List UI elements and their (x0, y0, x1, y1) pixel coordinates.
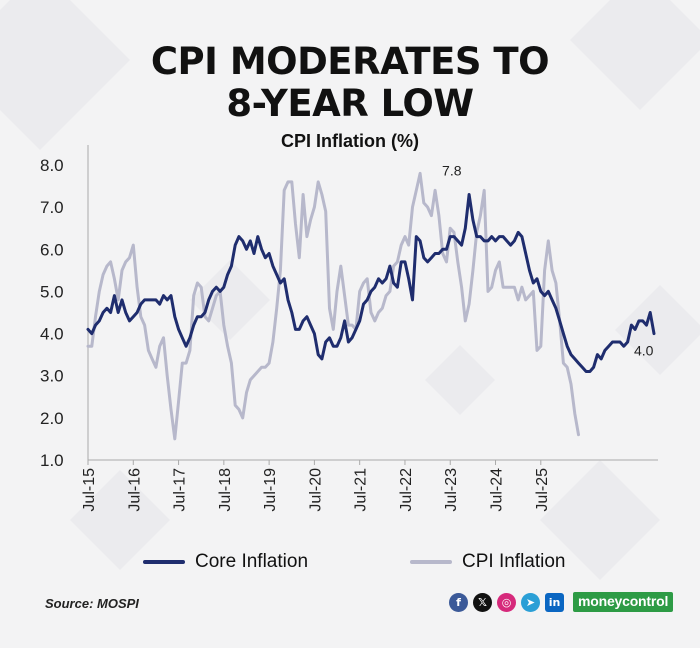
background-diamond (0, 0, 130, 150)
x-tick-label: Jul-15 (81, 468, 98, 512)
social-links: f 𝕏 ◎ ➤ in moneycontrol (449, 592, 674, 612)
chart-annotations: 7.8 4.0 1.6 (442, 0, 654, 359)
instagram-icon[interactable]: ◎ (497, 592, 516, 612)
x-tick-label: Jul-19 (262, 468, 279, 512)
background-diamond (70, 470, 170, 570)
x-tick-label: Jul-22 (398, 468, 415, 512)
page-title: CPI MODERATES TO (150, 40, 550, 83)
page-title-line2: 8-YEAR LOW (226, 82, 474, 125)
linkedin-icon[interactable]: in (545, 592, 564, 612)
x-tick-label: Jul-21 (353, 468, 370, 512)
legend-cpi-swatch (410, 560, 452, 564)
y-tick-label: 4.0 (40, 325, 64, 344)
chart-series (86, 171, 656, 441)
telegram-icon[interactable]: ➤ (521, 592, 540, 612)
annotation-cpi-last: 1.6 (602, 0, 622, 3)
y-tick-label: 3.0 (40, 367, 64, 386)
y-tick-label: 5.0 (40, 282, 64, 301)
cpi-inflation-line (86, 171, 580, 441)
y-tick-label: 6.0 (40, 240, 64, 259)
y-tick-label: 8.0 (40, 156, 64, 175)
core-inflation-line (86, 193, 656, 373)
legend-core-inflation: Core Inflation (143, 551, 308, 573)
x-tick-label: Jul-20 (307, 468, 324, 512)
chart-title: CPI Inflation (%) (281, 131, 419, 151)
x-tick-label: Jul-25 (534, 468, 551, 512)
source-note: Source: MOSPI (45, 596, 139, 611)
x-tick-label: Jul-23 (443, 468, 460, 512)
background-diamond (540, 460, 660, 580)
x-tick-label: Jul-18 (217, 468, 234, 512)
background-diamond (425, 345, 495, 415)
y-tick-label: 2.0 (40, 409, 64, 428)
legend-cpi-inflation: CPI Inflation (410, 551, 566, 573)
brand-logo: moneycontrol (573, 592, 674, 612)
background-diamond (570, 0, 700, 110)
annotation-peak: 7.8 (442, 162, 462, 178)
legend-core-label: Core Inflation (195, 551, 309, 572)
background-diamond (615, 285, 700, 375)
legend-core-swatch (143, 560, 185, 564)
x-tick-label: Jul-16 (126, 468, 143, 512)
x-icon[interactable]: 𝕏 (473, 592, 492, 612)
x-tick-label: Jul-17 (172, 468, 189, 512)
chart-axes: 8.0 7.0 6.0 5.0 4.0 3.0 2.0 1.0 Jul-15 Jul-16 Jul-… (40, 145, 658, 512)
annotation-core-last: 4.0 (634, 343, 654, 359)
x-tick-label: Jul-24 (489, 468, 506, 512)
legend-cpi-label: CPI Inflation (462, 551, 566, 572)
y-tick-label: 1.0 (40, 451, 64, 470)
y-tick-label: 7.0 (40, 198, 64, 217)
facebook-icon[interactable]: f (449, 592, 468, 612)
